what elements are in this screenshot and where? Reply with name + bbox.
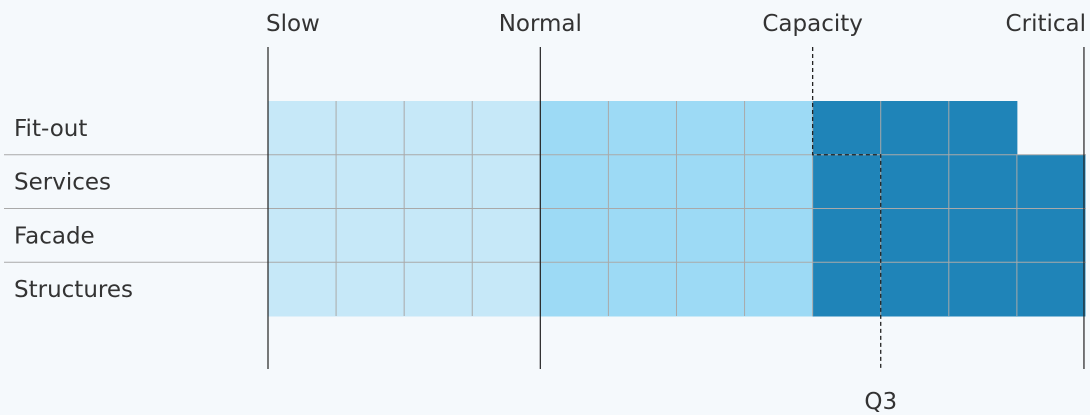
cell	[812, 262, 882, 317]
cell	[676, 262, 746, 317]
cell	[948, 208, 1018, 263]
capacity-q3-dashed-line	[811, 47, 882, 369]
cell	[404, 208, 473, 263]
cell	[948, 262, 1018, 317]
cell	[948, 101, 1018, 156]
cell	[880, 101, 950, 156]
cell	[540, 101, 609, 156]
cell	[744, 208, 814, 263]
cell	[268, 262, 337, 317]
cell	[744, 262, 814, 317]
cell	[404, 154, 473, 209]
cell	[540, 154, 609, 209]
boundary-label: Normal	[499, 11, 582, 37]
cell	[472, 154, 541, 209]
cell	[880, 262, 950, 317]
cell	[744, 101, 814, 156]
cell	[336, 262, 405, 317]
boundary-label: Slow	[266, 11, 320, 37]
cell	[880, 154, 950, 209]
cell	[336, 208, 405, 263]
cell	[336, 101, 405, 156]
cell	[676, 101, 746, 156]
cell	[812, 208, 882, 263]
cell	[608, 154, 677, 209]
row-label: Services	[14, 170, 111, 196]
cell	[608, 101, 677, 156]
row-label: Facade	[14, 223, 95, 249]
cell	[948, 154, 1018, 209]
cell	[540, 262, 609, 317]
cell	[676, 208, 746, 263]
cell	[336, 154, 405, 209]
boundary-label: Critical	[1006, 11, 1086, 37]
cell	[744, 154, 814, 209]
row-label: Structures	[14, 277, 133, 303]
row-label: Fit-out	[14, 116, 87, 142]
cell	[1016, 208, 1086, 263]
cell	[608, 262, 677, 317]
cell	[404, 101, 473, 156]
cell	[540, 208, 609, 263]
cell	[404, 262, 473, 317]
cell	[268, 101, 337, 156]
cell	[472, 208, 541, 263]
cell	[812, 101, 882, 156]
cell	[472, 101, 541, 156]
cell	[1016, 154, 1086, 209]
cell	[676, 154, 746, 209]
cell	[472, 262, 541, 317]
cell	[812, 154, 882, 209]
cell	[1016, 262, 1086, 317]
cell	[880, 208, 950, 263]
boundary-label: Capacity	[762, 11, 863, 37]
cell	[608, 208, 677, 263]
cell	[268, 154, 337, 209]
marker-label: Q3	[864, 389, 897, 415]
cell	[268, 208, 337, 263]
